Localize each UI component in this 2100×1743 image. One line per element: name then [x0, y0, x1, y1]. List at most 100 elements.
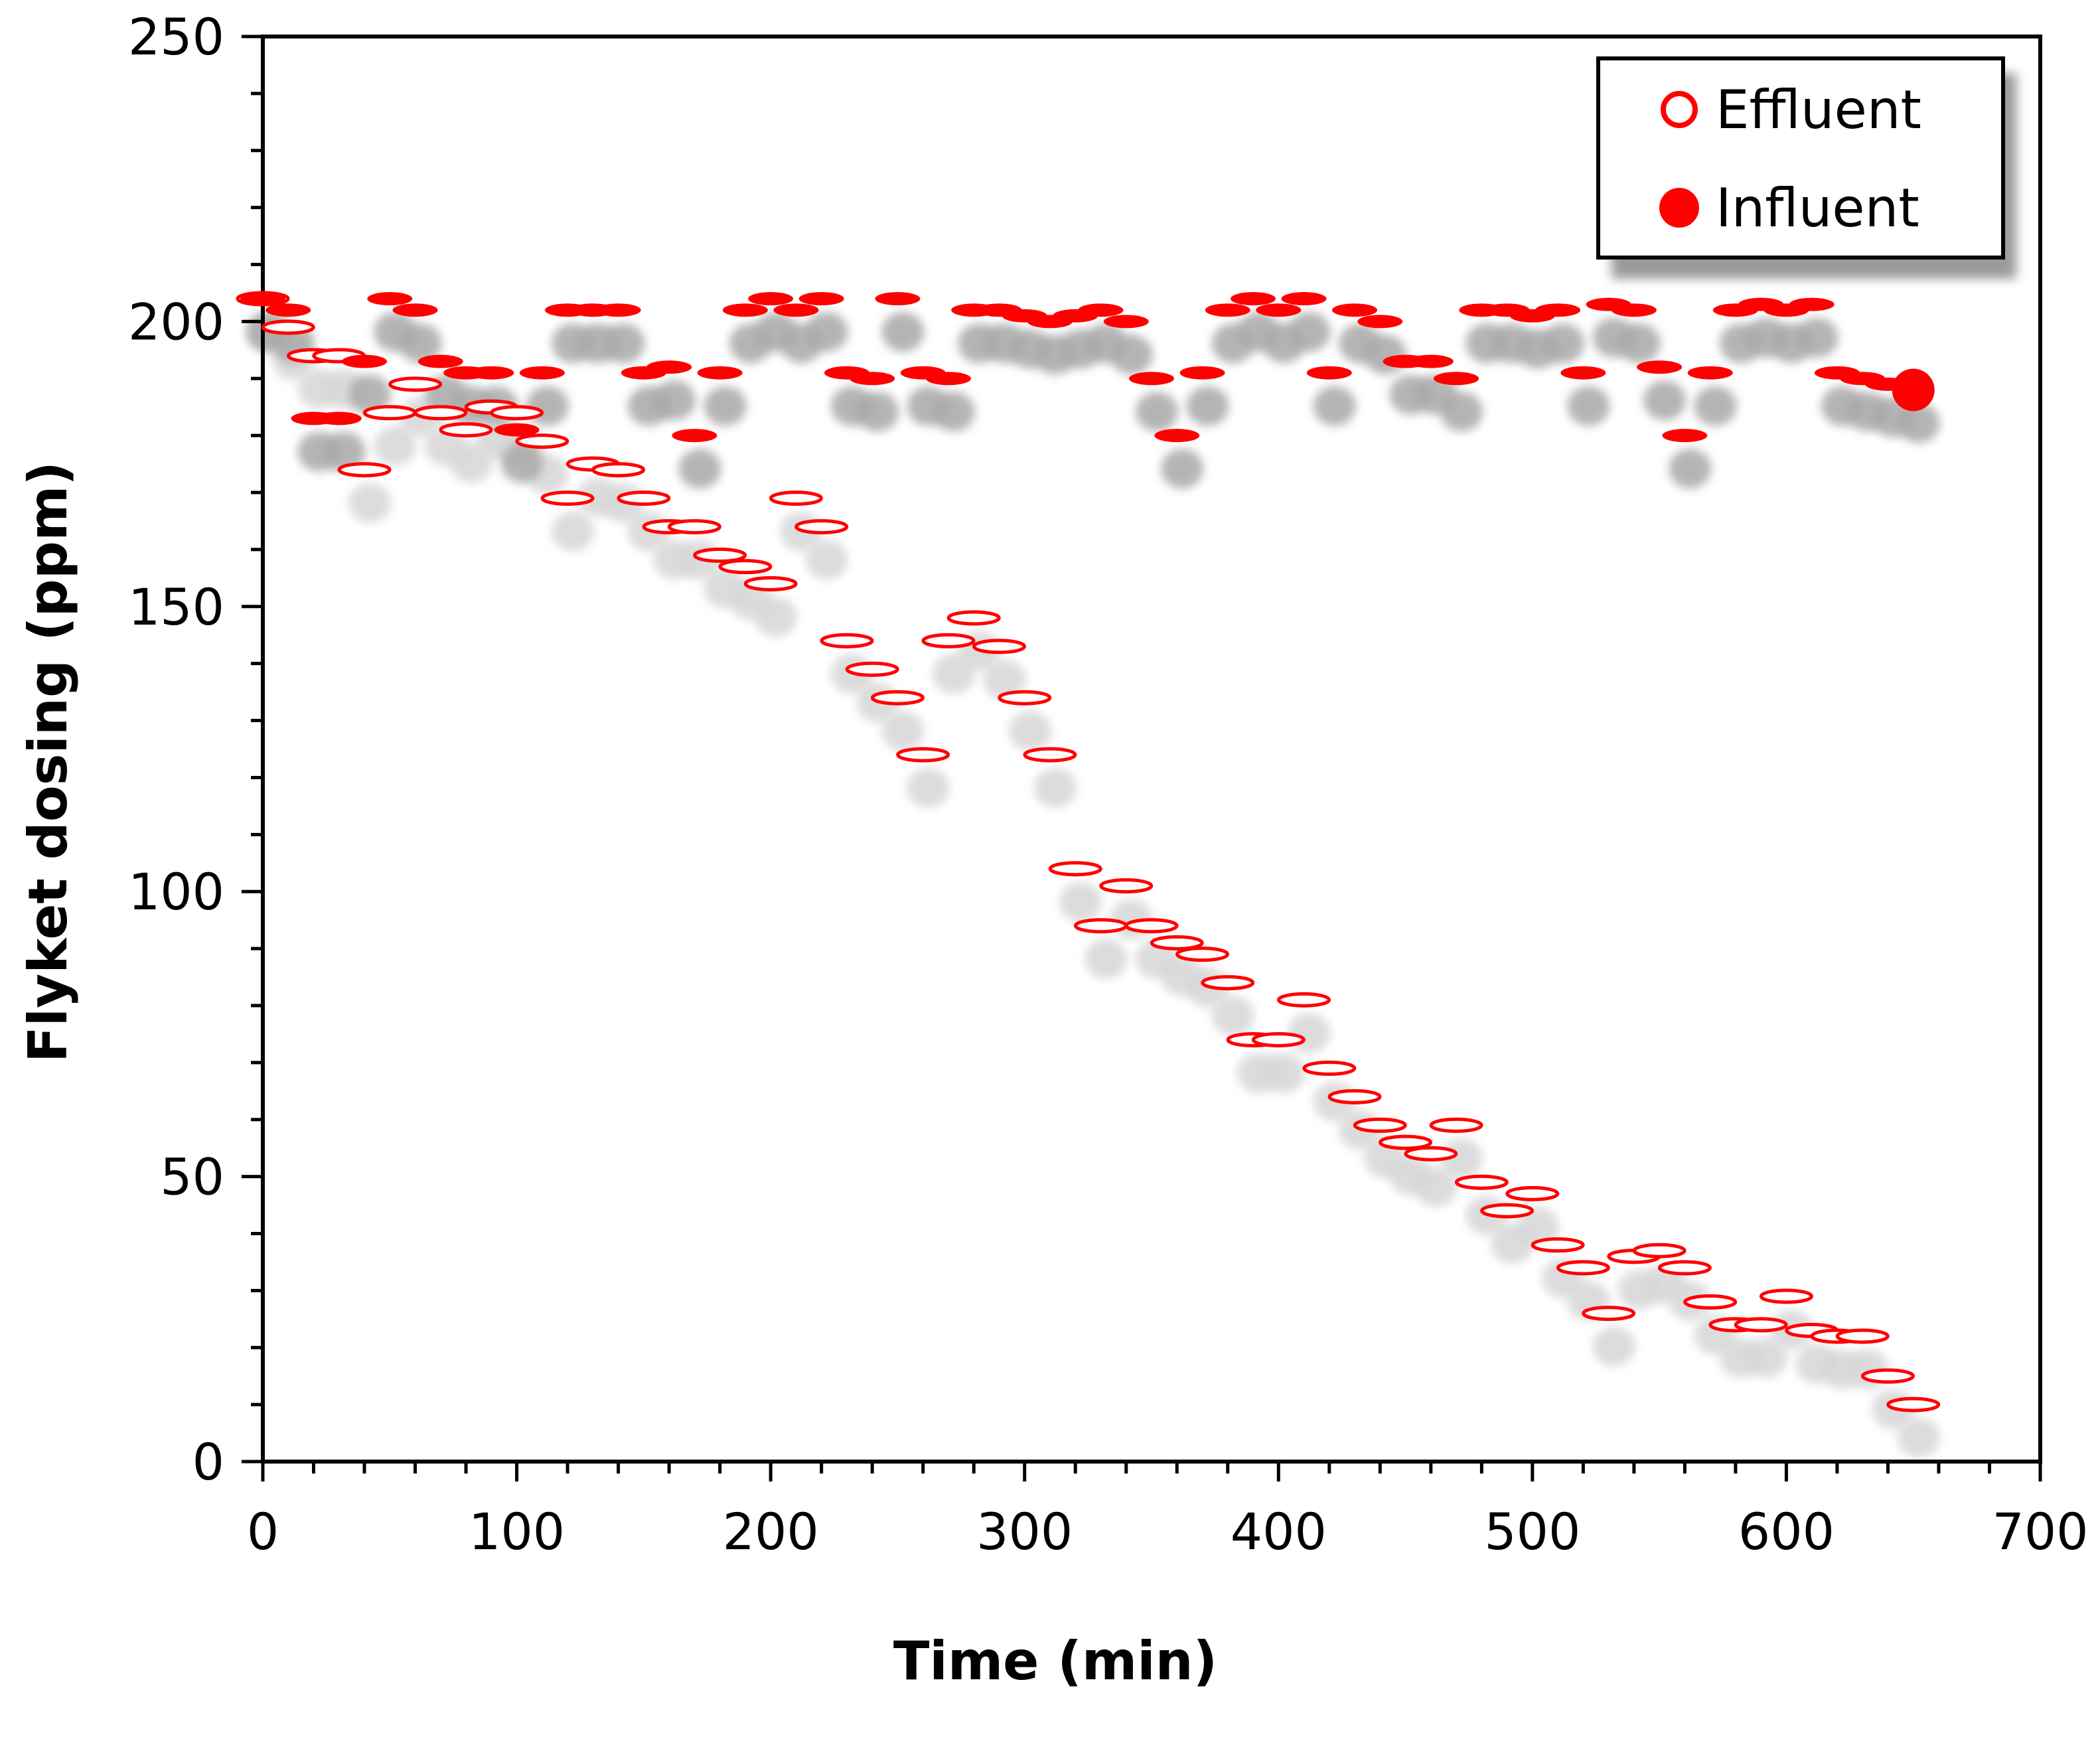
marker-shadow — [805, 540, 848, 580]
effluent-point — [820, 633, 874, 648]
effluent-point — [1734, 1317, 1788, 1333]
marker-shadow — [1288, 312, 1331, 352]
influent-point — [850, 372, 895, 386]
influent-point — [1789, 297, 1835, 311]
marker-shadow — [932, 392, 975, 432]
marker-shadow — [1085, 939, 1128, 979]
effluent-point — [1023, 747, 1077, 763]
marker-shadow — [1617, 323, 1661, 364]
legend-filled-circle-icon — [1659, 188, 1699, 228]
x-tick-label: 100 — [469, 1502, 565, 1561]
influent-point — [1129, 372, 1174, 386]
effluent-point — [896, 747, 950, 763]
effluent-point — [743, 575, 798, 591]
effluent-point — [1505, 1185, 1560, 1201]
marker-shadow — [1542, 323, 1585, 364]
marker-shadow — [348, 374, 392, 415]
marker-shadow — [1110, 335, 1153, 375]
influent-point — [417, 354, 463, 368]
x-axis-title: Time (min) — [893, 1630, 1217, 1692]
influent-point — [1256, 303, 1302, 317]
effluent-point — [1860, 1368, 1915, 1384]
influent-point — [1434, 372, 1479, 386]
effluent-point — [1073, 918, 1128, 934]
marker-shadow — [1567, 386, 1610, 426]
effluent-point — [1480, 1203, 1535, 1219]
data-markers — [236, 291, 1941, 1412]
effluent-point — [1048, 861, 1102, 877]
y-tick-label: 50 — [160, 1148, 224, 1207]
effluent-point — [1886, 1397, 1941, 1412]
x-tick-label: 500 — [1484, 1502, 1580, 1561]
effluent-point — [1353, 1117, 1407, 1133]
influent-point — [1662, 429, 1708, 443]
effluent-point — [388, 376, 443, 392]
marker-shadow — [500, 443, 544, 483]
marker-shadow — [881, 312, 925, 352]
legend-open-circle-icon — [1661, 91, 1698, 128]
marker-shadow — [1516, 1207, 1559, 1247]
influent-point — [392, 303, 438, 317]
influent-point — [595, 303, 641, 317]
marker-shadow — [1161, 449, 1204, 489]
marker-shadow — [1643, 380, 1687, 421]
marker-shadow — [1008, 711, 1051, 751]
effluent-point — [1175, 947, 1230, 962]
effluent-point — [490, 405, 544, 421]
marker-shadow — [1033, 768, 1077, 808]
marker-shadow — [1897, 1418, 1940, 1458]
effluent-point — [1302, 1060, 1357, 1076]
marker-shadow — [1795, 317, 1838, 358]
effluent-point — [1759, 1288, 1813, 1304]
marker-shadow — [704, 386, 747, 426]
x-tick-label: 0 — [247, 1502, 279, 1561]
influent-point — [1103, 315, 1149, 329]
effluent-point — [1835, 1328, 1890, 1344]
effluent-point — [667, 519, 721, 535]
marker-shadow — [1288, 1013, 1331, 1053]
effluent-point — [1531, 1237, 1585, 1253]
y-axis-title: Flyket dosing (ppm) — [17, 461, 79, 1063]
influent-point — [469, 366, 514, 380]
influent-point — [1611, 303, 1657, 317]
influent-point — [722, 303, 768, 317]
y-tick-label: 0 — [192, 1432, 224, 1491]
influent-point — [875, 292, 921, 306]
x-tick-label: 700 — [1992, 1502, 2088, 1561]
marker-shadow — [1262, 1053, 1306, 1093]
effluent-point — [1454, 1174, 1509, 1190]
y-tick-label: 200 — [128, 292, 224, 351]
effluent-point — [946, 610, 1001, 626]
y-tick-label: 150 — [128, 577, 224, 637]
influent-point — [1154, 429, 1200, 443]
effluent-point — [1201, 975, 1255, 991]
marker-shadow — [755, 597, 798, 637]
marker-shadow — [1745, 1337, 1788, 1378]
marker-shadow — [1694, 386, 1737, 426]
effluent-point — [1124, 918, 1179, 934]
influent-point — [1231, 292, 1276, 306]
marker-shadow — [1313, 386, 1356, 426]
x-tick-label: 300 — [976, 1502, 1073, 1561]
influent-point — [1078, 303, 1124, 317]
marker-shadow — [1414, 1167, 1458, 1207]
effluent-point — [1251, 1031, 1306, 1047]
marker-shadow — [348, 483, 392, 523]
influent-point — [1357, 315, 1403, 329]
legend-label-influent: Influent — [1716, 177, 1919, 239]
legend-label-effluent: Effluent — [1716, 79, 1921, 141]
effluent-point — [337, 462, 392, 478]
effluent-point — [1429, 1117, 1483, 1133]
legend: Effluent Influent — [1596, 56, 2016, 279]
effluent-point — [1404, 1146, 1458, 1162]
effluent-point — [439, 422, 493, 438]
marker-shadow — [1186, 386, 1229, 426]
marker-shadow — [1592, 1326, 1635, 1367]
marker-shadow — [323, 431, 366, 472]
marker-shadow — [399, 323, 442, 364]
influent-point — [1408, 354, 1454, 368]
effluent-point — [972, 639, 1026, 654]
influent-point — [1179, 366, 1225, 380]
effluent-point — [1099, 878, 1154, 894]
